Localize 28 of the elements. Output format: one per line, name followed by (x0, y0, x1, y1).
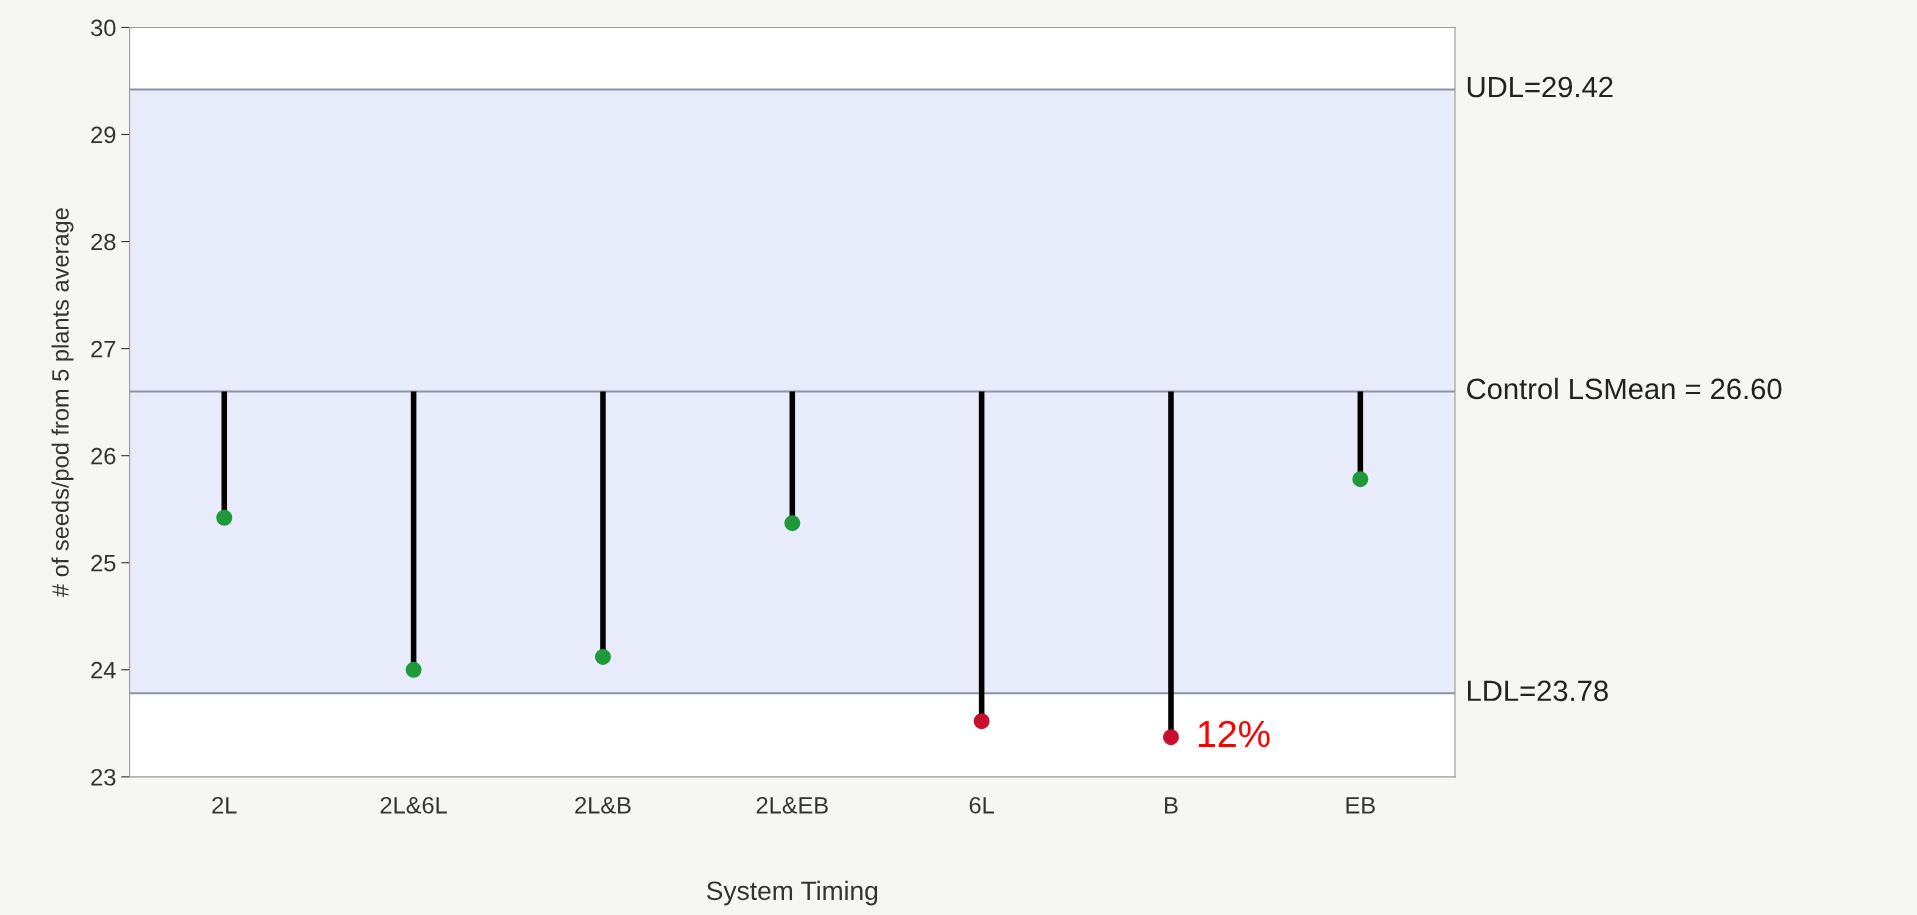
point (405, 661, 422, 678)
x-tick-label: EB (1346, 797, 1375, 814)
annotation: 12% (1198, 720, 1270, 748)
x-tick-label: 2L&6L (380, 796, 447, 814)
point (784, 515, 801, 532)
ref-line-label: Control LSMean = 26.60 (1467, 377, 1782, 400)
point (216, 509, 233, 526)
y-tick-label: 23 (91, 768, 116, 786)
x-tick-label: 6L (969, 796, 994, 814)
y-tick-label: 24 (91, 661, 116, 679)
point (973, 713, 990, 730)
y-tick-label: 27 (91, 340, 116, 358)
ref-line-label: LDL=23.78 (1468, 680, 1608, 702)
point (594, 648, 611, 665)
ref-line-label: UDL=29.42 (1467, 76, 1613, 98)
x-axis-title: System Timing (706, 880, 878, 906)
x-tick-label: 2L&EB (756, 796, 828, 814)
x-tick-label: B (1165, 797, 1178, 814)
y-tick-label: 29 (91, 126, 116, 144)
y-tick-label: 28 (91, 233, 116, 251)
x-tick-label: 2L (212, 796, 237, 814)
point (1352, 471, 1369, 488)
y-tick-label: 26 (91, 447, 116, 465)
y-tick-label: 30 (91, 19, 116, 37)
point (1163, 729, 1179, 746)
y-tick-label: 25 (91, 554, 116, 572)
x-tick-label: 2L&B (575, 796, 631, 814)
y-axis-title: # of seeds/pod from 5 plants average (51, 208, 74, 597)
